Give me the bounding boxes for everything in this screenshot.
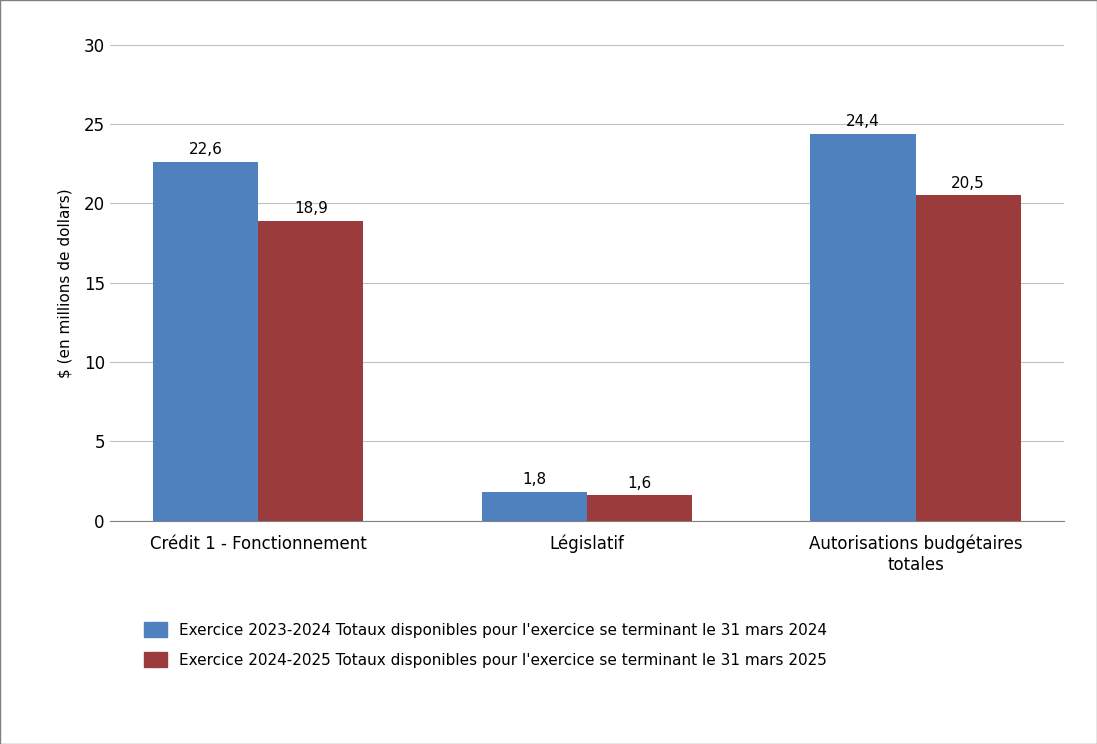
Bar xyxy=(587,496,692,521)
Text: 22,6: 22,6 xyxy=(189,142,223,157)
Legend: Exercice 2023-2024 Totaux disponibles pour l'exercice se terminant le 31 mars 20: Exercice 2023-2024 Totaux disponibles po… xyxy=(136,614,835,675)
Text: 18,9: 18,9 xyxy=(294,201,328,216)
Bar xyxy=(482,493,587,521)
Bar xyxy=(916,196,1020,521)
Text: 24,4: 24,4 xyxy=(846,114,880,129)
Text: 20,5: 20,5 xyxy=(951,176,985,190)
Bar xyxy=(154,162,258,521)
Y-axis label: $ (en millions de dollars): $ (en millions de dollars) xyxy=(58,188,72,377)
Text: 1,6: 1,6 xyxy=(627,475,652,490)
Bar xyxy=(811,133,916,521)
Bar xyxy=(258,221,363,521)
Text: 1,8: 1,8 xyxy=(522,472,546,487)
